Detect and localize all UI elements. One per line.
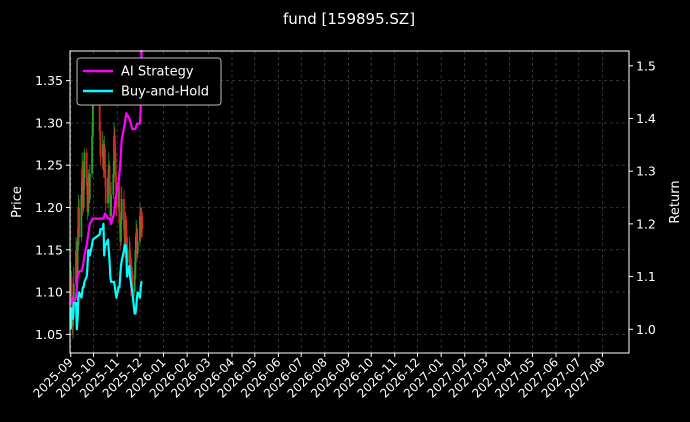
legend: AI Strategy Buy-and-Hold [76, 57, 222, 106]
candle-body-19 [88, 173, 91, 200]
y-tick-label-1.30: 1.30 [35, 115, 63, 130]
y-tick-label-1.35: 1.35 [35, 73, 63, 88]
candle-body-22 [98, 93, 101, 132]
y2-tick-label-1.1: 1.1 [636, 269, 656, 284]
y2-tick-label-1.0: 1.0 [636, 322, 656, 337]
candle-body-14 [83, 152, 86, 178]
candle-body-15 [85, 152, 88, 187]
y2-axis-label: Return [668, 180, 683, 223]
candle-body-7 [76, 241, 79, 276]
candle-body-31 [108, 165, 111, 195]
candle-body-44 [123, 199, 125, 229]
candle-body-34 [112, 173, 115, 195]
candle-body-40 [118, 186, 121, 225]
plot-frame [69, 50, 630, 354]
candle-body-9 [78, 207, 81, 238]
candle-body-58 [136, 241, 139, 255]
y-tick-label-1.05: 1.05 [35, 327, 63, 342]
candle-body-27 [104, 148, 106, 178]
y2-tick-label-1.2: 1.2 [636, 216, 656, 231]
candle-body-23 [99, 131, 102, 157]
y-tick-label-1.10: 1.10 [35, 285, 63, 300]
y-tick-label-1.15: 1.15 [35, 242, 63, 257]
y-tick-label-1.25: 1.25 [35, 158, 63, 173]
left-axis-ticks: 1.05 1.10 1.15 1.20 1.25 1.30 1.35 [35, 73, 70, 342]
candle-body-62 [141, 215, 144, 229]
candle-body-13 [82, 177, 85, 208]
y2-tick-label-1.4: 1.4 [636, 111, 656, 126]
right-axis-ticks: 1.0 1.1 1.2 1.3 1.4 1.5 [629, 58, 656, 337]
candle-body-29 [107, 177, 109, 204]
candle-body-37 [114, 152, 117, 183]
series-line-ai-strategy [69, 49, 143, 305]
candle-body-4 [72, 283, 75, 314]
candle-body-55 [134, 249, 137, 276]
candle-body-42 [120, 220, 122, 242]
candle-body-1 [70, 276, 73, 297]
candle-body-21 [91, 93, 94, 136]
chart-title: fund [159895.SZ] [283, 10, 415, 28]
y2-tick-label-1.5: 1.5 [636, 58, 656, 73]
line-series [69, 49, 143, 331]
candle-body-53 [131, 270, 134, 293]
candle-body-54 [133, 275, 136, 293]
candle-body-36 [113, 135, 116, 153]
y-tick-label-1.20: 1.20 [35, 200, 63, 215]
candle-body-47 [125, 220, 128, 238]
candle-body-20 [91, 135, 93, 174]
series-line-buy-and-hold [69, 222, 143, 331]
y2-tick-label-1.3: 1.3 [636, 164, 656, 179]
candle-body-35 [113, 135, 116, 174]
candle-body-33 [110, 194, 112, 216]
candle-body-10 [80, 194, 83, 238]
legend-label-buy-and-hold: Buy-and-Hold [121, 85, 209, 100]
candle-body-50 [129, 249, 131, 271]
legend-label-ai-strategy: AI Strategy [121, 65, 194, 80]
y-axis-label: Price [10, 186, 25, 218]
candle-body-28 [104, 177, 107, 204]
candle-body-43 [120, 199, 123, 221]
